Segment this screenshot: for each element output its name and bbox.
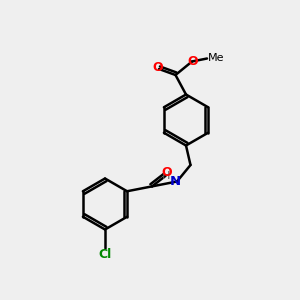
Text: O: O (162, 166, 172, 179)
Text: H: H (162, 171, 171, 181)
Text: Me: Me (208, 53, 224, 64)
Text: O: O (187, 55, 198, 68)
Text: O: O (152, 61, 163, 74)
Text: N: N (170, 175, 181, 188)
Text: Cl: Cl (98, 248, 112, 261)
